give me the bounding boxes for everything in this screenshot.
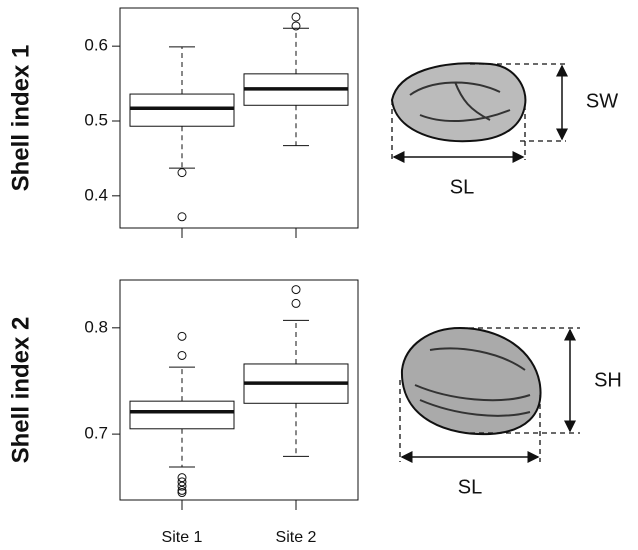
shell-top [390, 62, 568, 163]
outlier [177, 473, 187, 483]
outlier [177, 481, 187, 491]
box [129, 93, 235, 127]
outlier [177, 488, 187, 498]
y-tick-label: 0.8 [84, 317, 108, 336]
y-tick-label: 0.4 [84, 185, 108, 204]
outlier [177, 331, 187, 341]
outlier [177, 168, 187, 178]
y-tick-label: 0.5 [84, 110, 108, 129]
outlier [177, 212, 187, 222]
x-tick-label: Site 1 [162, 529, 203, 546]
plot-frame [119, 279, 359, 501]
annotation: SH [594, 369, 622, 391]
annotation: SL [458, 476, 482, 498]
x-tick-label: Site 2 [276, 529, 317, 546]
shell-bottom [399, 326, 580, 463]
y-axis-label: Shell index 2 [7, 317, 34, 464]
outlier [291, 12, 301, 22]
annotation: SW [586, 90, 618, 112]
plot-frame [119, 7, 359, 229]
outlier [291, 298, 301, 308]
outlier [291, 285, 301, 295]
outlier [291, 21, 301, 31]
y-axis-label: Shell index 1 [7, 45, 34, 192]
annotation: SL [450, 176, 474, 198]
outlier [177, 485, 187, 495]
y-tick-label: 0.7 [84, 424, 108, 443]
y-tick-label: 0.6 [84, 36, 108, 55]
outlier [177, 477, 187, 487]
box [129, 400, 235, 430]
outlier [177, 350, 187, 360]
